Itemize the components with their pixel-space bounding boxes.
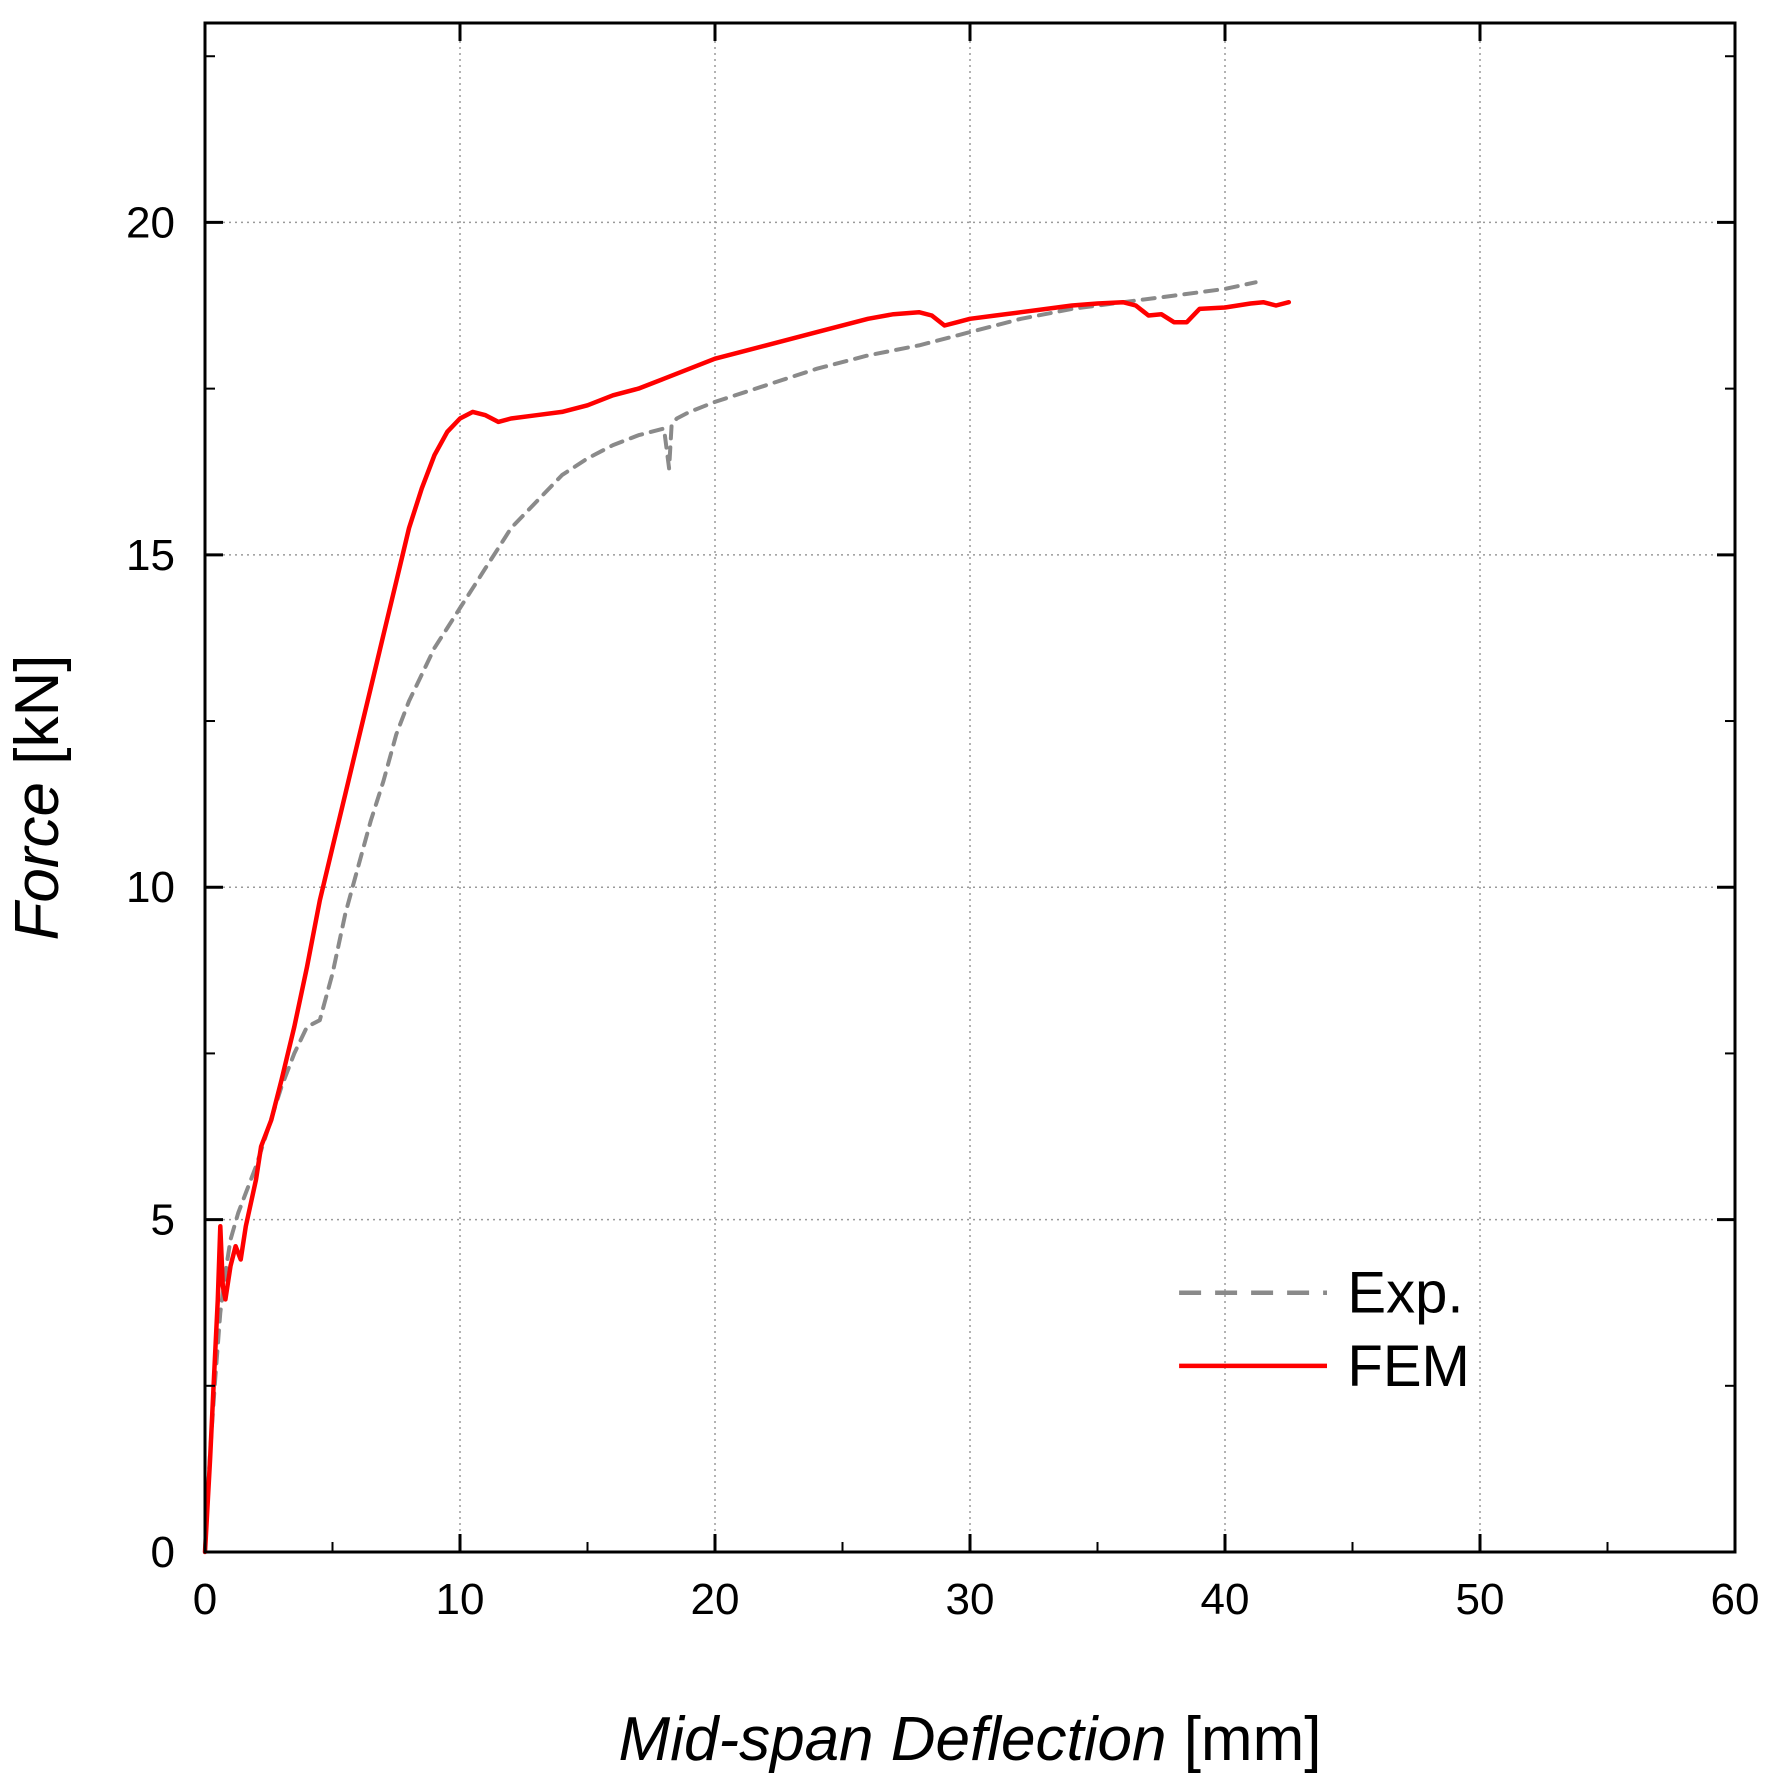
x-axis-title-unit: [mm] — [1184, 1705, 1322, 1774]
legend: Exp. FEM — [1179, 1261, 1470, 1399]
y-axis-title: Force [kN] — [3, 655, 72, 941]
legend-label-fem: FEM — [1347, 1334, 1469, 1399]
y-tick-label: 20 — [126, 198, 175, 247]
y-axis-title-unit: [kN] — [3, 655, 72, 765]
x-tick-label: 50 — [1456, 1575, 1505, 1624]
y-tick-label: 10 — [126, 863, 175, 912]
y-axis-title-quantity: Force — [3, 782, 72, 940]
x-tick-label: 20 — [691, 1575, 740, 1624]
x-tick-label: 40 — [1201, 1575, 1250, 1624]
x-axis-title-quantity: Mid-span Deflection — [619, 1705, 1167, 1774]
series-line-exp — [203, 280, 1258, 1554]
axis-tick-labels: 0 10 20 30 40 50 60 0 5 10 15 20 — [126, 198, 1759, 1624]
x-axis-title: Mid-span Deflection [mm] — [619, 1705, 1322, 1774]
series-layer — [202, 280, 1292, 1555]
x-tick-label: 30 — [946, 1575, 995, 1624]
y-tick-label: 0 — [151, 1528, 175, 1577]
x-tick-label: 60 — [1711, 1575, 1760, 1624]
axis-ticks — [203, 23, 1737, 1554]
legend-label-exp: Exp. — [1347, 1261, 1463, 1326]
x-tick-label: 0 — [193, 1575, 217, 1624]
y-tick-label: 5 — [151, 1196, 175, 1245]
x-tick-label: 10 — [436, 1575, 485, 1624]
series-line-fem — [202, 299, 1292, 1555]
y-tick-label: 15 — [126, 531, 175, 580]
gridlines — [205, 23, 1735, 1552]
